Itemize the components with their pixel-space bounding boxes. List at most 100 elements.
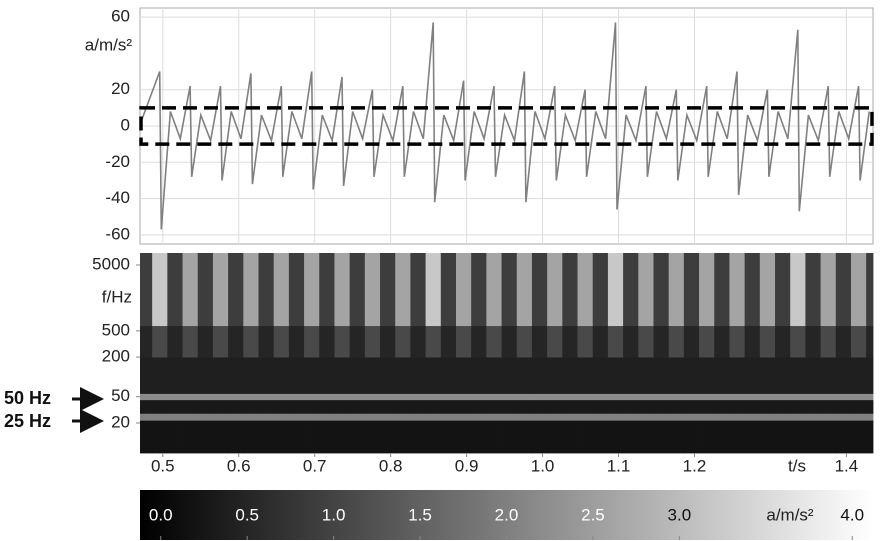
heatmap-cell	[866, 325, 874, 358]
heatmap-cell	[744, 413, 761, 421]
heatmap-cell	[699, 399, 715, 414]
heatmap-cell	[775, 253, 791, 327]
x-tick-label: 0.8	[379, 456, 403, 475]
heatmap-cell	[334, 357, 351, 394]
heatmap-cell	[182, 413, 199, 421]
heatmap-cell	[653, 325, 670, 358]
heatmap-cell	[835, 420, 852, 454]
heatmap-cell	[714, 413, 730, 421]
colorbar-tick-label: 2.0	[495, 505, 519, 524]
heatmap-cell	[243, 420, 259, 454]
heatmap-cell	[683, 357, 700, 394]
heatmap-cell	[516, 253, 533, 327]
y-tick-label: -40	[105, 188, 130, 207]
heatmap-cell	[258, 413, 275, 421]
heatmap-cell	[531, 325, 548, 358]
heatmap-cell	[273, 325, 290, 358]
heatmap-cell	[243, 393, 259, 401]
heatmap-cell	[547, 413, 563, 421]
heatmap-cell	[577, 357, 594, 394]
heatmap-cell	[167, 393, 183, 401]
heatmap-cell	[304, 413, 320, 421]
heatmap-cell	[349, 413, 366, 421]
heatmap-cell	[212, 253, 229, 327]
heatmap-cell	[425, 420, 442, 454]
heatmap-cell	[866, 413, 874, 421]
heatmap-cell	[167, 420, 183, 454]
heatmap-cell	[258, 325, 275, 358]
heatmap-cell	[805, 399, 821, 414]
heatmap-cell	[455, 413, 472, 421]
heatmap-cell	[866, 393, 874, 401]
heatmap-cell	[364, 420, 381, 454]
heatmap-cell	[455, 420, 472, 454]
heatmap-cell	[243, 357, 259, 394]
heatmap-cell	[592, 393, 609, 401]
heatmap-cell	[577, 393, 594, 401]
heatmap-cell	[167, 325, 183, 358]
heatmap-cell	[334, 420, 351, 454]
heatmap-cell	[577, 325, 594, 358]
heatmap-cell	[607, 399, 624, 414]
heatmap-cell	[334, 413, 351, 421]
heatmap-cell	[547, 357, 563, 394]
heatmap-cell	[410, 357, 427, 394]
heatmap-cell	[319, 253, 335, 327]
heatmap-cell	[592, 325, 609, 358]
heatmap-cell	[623, 413, 639, 421]
heatmap-cell	[228, 253, 244, 327]
heatmap-cell	[820, 357, 837, 394]
heatmap-cell	[562, 420, 578, 454]
heatmap-cell	[486, 399, 502, 414]
heatmap-cell	[197, 357, 214, 394]
heatmap-cell	[699, 357, 715, 394]
heatmap-cell	[759, 393, 776, 401]
heatmap-cell	[668, 393, 685, 401]
heatmap-cell	[212, 325, 229, 358]
y-tick-label: 20	[111, 412, 130, 431]
heatmap-cell	[288, 413, 305, 421]
heatmap-cell	[288, 399, 305, 414]
heatmap-cell	[668, 325, 685, 358]
heatmap-cell	[638, 420, 654, 454]
heatmap-cell	[638, 325, 654, 358]
heatmap-cell	[288, 420, 305, 454]
heatmap-cell	[790, 357, 806, 394]
heatmap-cell	[714, 393, 730, 401]
heatmap-cell	[273, 413, 290, 421]
heatmap-cell	[516, 325, 533, 358]
heatmap-cell	[364, 413, 381, 421]
heatmap-cell	[744, 253, 761, 327]
heatmap-cell	[562, 325, 578, 358]
heatmap-cell	[182, 357, 199, 394]
heatmap-cell	[273, 399, 290, 414]
heatmap-cell	[547, 399, 563, 414]
heatmap-cell	[380, 393, 396, 401]
heatmap-cell	[364, 393, 381, 401]
heatmap-cell	[140, 325, 153, 358]
colorbar-tick-label: 4.0	[840, 505, 864, 524]
heatmap-cell	[380, 413, 396, 421]
heatmap-cell	[729, 413, 746, 421]
heatmap-cell	[805, 357, 821, 394]
heatmap-cell	[167, 253, 183, 327]
heatmap-cell	[562, 357, 578, 394]
heatmap-cell	[197, 325, 214, 358]
y-tick-label: 5000	[92, 254, 130, 273]
x-tick-label: 0.9	[455, 456, 479, 475]
heatmap-cell	[273, 420, 290, 454]
heatmap-cell	[486, 325, 502, 358]
heatmap-cell	[638, 399, 654, 414]
heatmap-cell	[866, 420, 874, 454]
heatmap-cell	[790, 325, 806, 358]
heatmap-cell	[197, 399, 214, 414]
heatmap-cell	[425, 399, 442, 414]
heatmap-cell	[182, 253, 199, 327]
heatmap-cell	[714, 420, 730, 454]
colorbar-tick-label: 1.5	[408, 505, 432, 524]
heatmap-cell	[486, 420, 502, 454]
heatmap-cell	[395, 357, 411, 394]
heatmap-cell	[319, 357, 335, 394]
heatmap-cell	[775, 393, 791, 401]
